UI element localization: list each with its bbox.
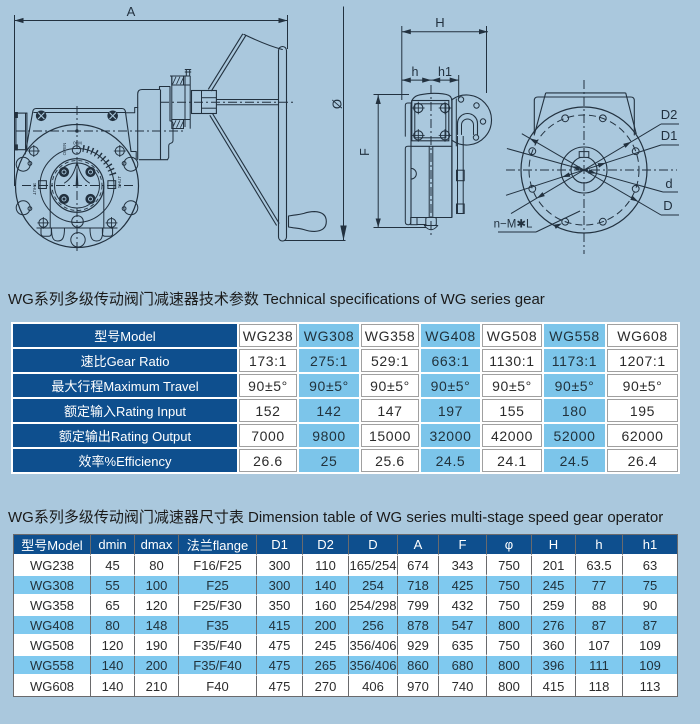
svg-text:F: F [358,148,372,156]
svg-text:OPEN: OPEN [62,143,67,156]
svg-text:D: D [663,198,672,213]
svg-text:h1: h1 [438,65,452,79]
svg-text:D1: D1 [661,128,678,143]
svg-text:A: A [127,4,136,19]
svg-text:n−M✱L: n−M✱L [494,219,533,231]
svg-text:SHUT: SHUT [117,176,122,189]
svg-text:d: d [665,176,672,191]
svg-text:H: H [435,15,444,30]
svg-text:h: h [412,65,419,79]
svg-text:D2: D2 [661,107,678,122]
svg-text:Ø: Ø [330,99,345,109]
svg-text:SHUT: SHUT [32,183,37,196]
